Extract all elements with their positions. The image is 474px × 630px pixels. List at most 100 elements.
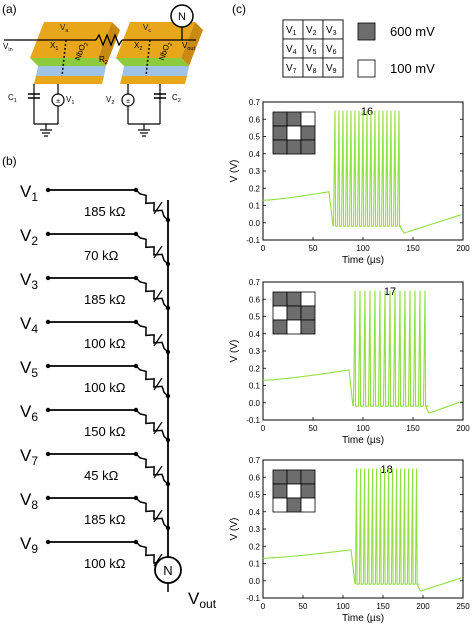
variable-arrow bbox=[153, 377, 163, 391]
input-label: V9 bbox=[20, 534, 38, 556]
spike bbox=[357, 290, 364, 407]
input-label-sub: 4 bbox=[31, 322, 38, 336]
input-label-main: V bbox=[20, 446, 32, 465]
legend-cell-label: V5 bbox=[306, 44, 317, 56]
spike bbox=[374, 468, 380, 585]
legend-cell-label-main: V bbox=[326, 25, 333, 36]
baseline-trace bbox=[263, 549, 356, 585]
pattern-cell bbox=[286, 305, 302, 321]
variable-arrow bbox=[153, 553, 163, 567]
y-tick-label: 0.5 bbox=[249, 133, 261, 142]
x-tick-label: 250 bbox=[456, 602, 470, 611]
y-tick-label: -0.1 bbox=[246, 236, 260, 245]
right-device-green bbox=[116, 58, 189, 66]
vin-label: Vin bbox=[3, 42, 13, 53]
right-device: X2 NbO2 Vc bbox=[116, 22, 203, 84]
y-tick-label: 0.1 bbox=[249, 560, 261, 569]
x-tick-label: 0 bbox=[261, 424, 266, 433]
pattern-cell bbox=[272, 305, 288, 321]
spike bbox=[358, 468, 364, 585]
input-label: V1 bbox=[20, 182, 38, 204]
input-node bbox=[45, 275, 51, 281]
spike bbox=[394, 468, 400, 585]
v1-source-sign: ± bbox=[56, 98, 60, 105]
vout-label-a: Vout bbox=[182, 41, 195, 52]
charts: -0.1 0.0 0.1 0.2 0.3 0.4 0.5 0.6 0.7 0 50 100 150 200… bbox=[229, 98, 470, 624]
resistance-label: 150 kΩ bbox=[84, 424, 126, 439]
legend-cell-label: V7 bbox=[286, 63, 297, 75]
input-label-sub: 3 bbox=[31, 278, 38, 292]
recovery-trace bbox=[399, 214, 462, 234]
spike bbox=[402, 468, 408, 585]
neuron-a-circle bbox=[170, 4, 194, 28]
input-label: V4 bbox=[20, 314, 38, 336]
spike bbox=[388, 110, 394, 227]
c2-label: C2 bbox=[172, 93, 181, 104]
spike bbox=[352, 290, 359, 407]
left-device-gold-side bbox=[98, 22, 120, 66]
spike bbox=[414, 468, 420, 585]
input-node bbox=[45, 363, 51, 369]
spike bbox=[332, 110, 338, 227]
va-label: Va bbox=[60, 23, 69, 34]
resistor-symbol bbox=[135, 453, 169, 485]
input-label: V5 bbox=[20, 358, 38, 380]
x2-label: X2 bbox=[134, 41, 142, 52]
x-tick-label: 150 bbox=[376, 602, 390, 611]
pattern-cell bbox=[272, 469, 288, 485]
legend-cell-label-main: V bbox=[306, 44, 313, 55]
legend-cell-label-sub: 5 bbox=[313, 49, 317, 56]
spike bbox=[367, 290, 374, 407]
resistance-label: 45 kΩ bbox=[84, 468, 119, 483]
bus-node bbox=[165, 217, 171, 223]
input-label-sub: 8 bbox=[31, 498, 38, 512]
network-row: V5 100 kΩ bbox=[20, 358, 171, 399]
neuron-a-label: N bbox=[178, 11, 186, 23]
pattern-cell bbox=[286, 483, 302, 499]
spike bbox=[378, 468, 384, 585]
legend-cell-label-sub: 2 bbox=[313, 30, 317, 37]
input-label-sub: 1 bbox=[31, 190, 38, 204]
legend-cell-label: V1 bbox=[286, 25, 297, 37]
input-label-sub: 7 bbox=[31, 454, 38, 468]
right-device-gold-bottom bbox=[120, 76, 187, 84]
x-tick-label: 100 bbox=[356, 424, 370, 433]
y-tick-label: 0.2 bbox=[249, 364, 261, 373]
legend-cell-label-main: V bbox=[306, 25, 313, 36]
pattern-cell bbox=[272, 139, 288, 155]
input-node bbox=[45, 451, 51, 457]
y-tick-label: 0.3 bbox=[249, 167, 261, 176]
y-axis-label: V (V) bbox=[229, 160, 240, 183]
spike bbox=[380, 110, 386, 227]
spike bbox=[410, 468, 416, 585]
x-tick-label: 150 bbox=[406, 424, 420, 433]
panel-a: (a) X1 NbO2 Va X2 NbO2 Vc bbox=[2, 2, 203, 137]
left-device-green bbox=[30, 58, 106, 66]
input-label-sub: 2 bbox=[31, 234, 38, 248]
spike bbox=[370, 468, 376, 585]
x-axis-label: Time (µs) bbox=[342, 255, 384, 266]
panel-label-c: (c) bbox=[232, 2, 246, 16]
spike bbox=[386, 468, 392, 585]
spike bbox=[340, 110, 346, 227]
input-label: V3 bbox=[20, 270, 38, 292]
baseline-trace bbox=[262, 191, 334, 227]
y-tick-label: 0.5 bbox=[249, 491, 261, 500]
spike bbox=[362, 468, 368, 585]
bus-node bbox=[165, 261, 171, 267]
x-tick-label: 200 bbox=[456, 244, 470, 253]
input-node bbox=[45, 319, 51, 325]
spike bbox=[396, 110, 402, 227]
v1-source bbox=[51, 93, 65, 107]
y-tick-label: 0.6 bbox=[249, 295, 261, 304]
pattern-cell bbox=[286, 319, 302, 335]
x-tick-label: 50 bbox=[309, 424, 318, 433]
spike bbox=[397, 290, 404, 407]
resistance-label: 185 kΩ bbox=[84, 204, 126, 219]
input-node bbox=[45, 407, 51, 413]
bus-node bbox=[165, 349, 171, 355]
pattern-cell bbox=[300, 305, 316, 321]
pattern-cell bbox=[272, 497, 288, 513]
